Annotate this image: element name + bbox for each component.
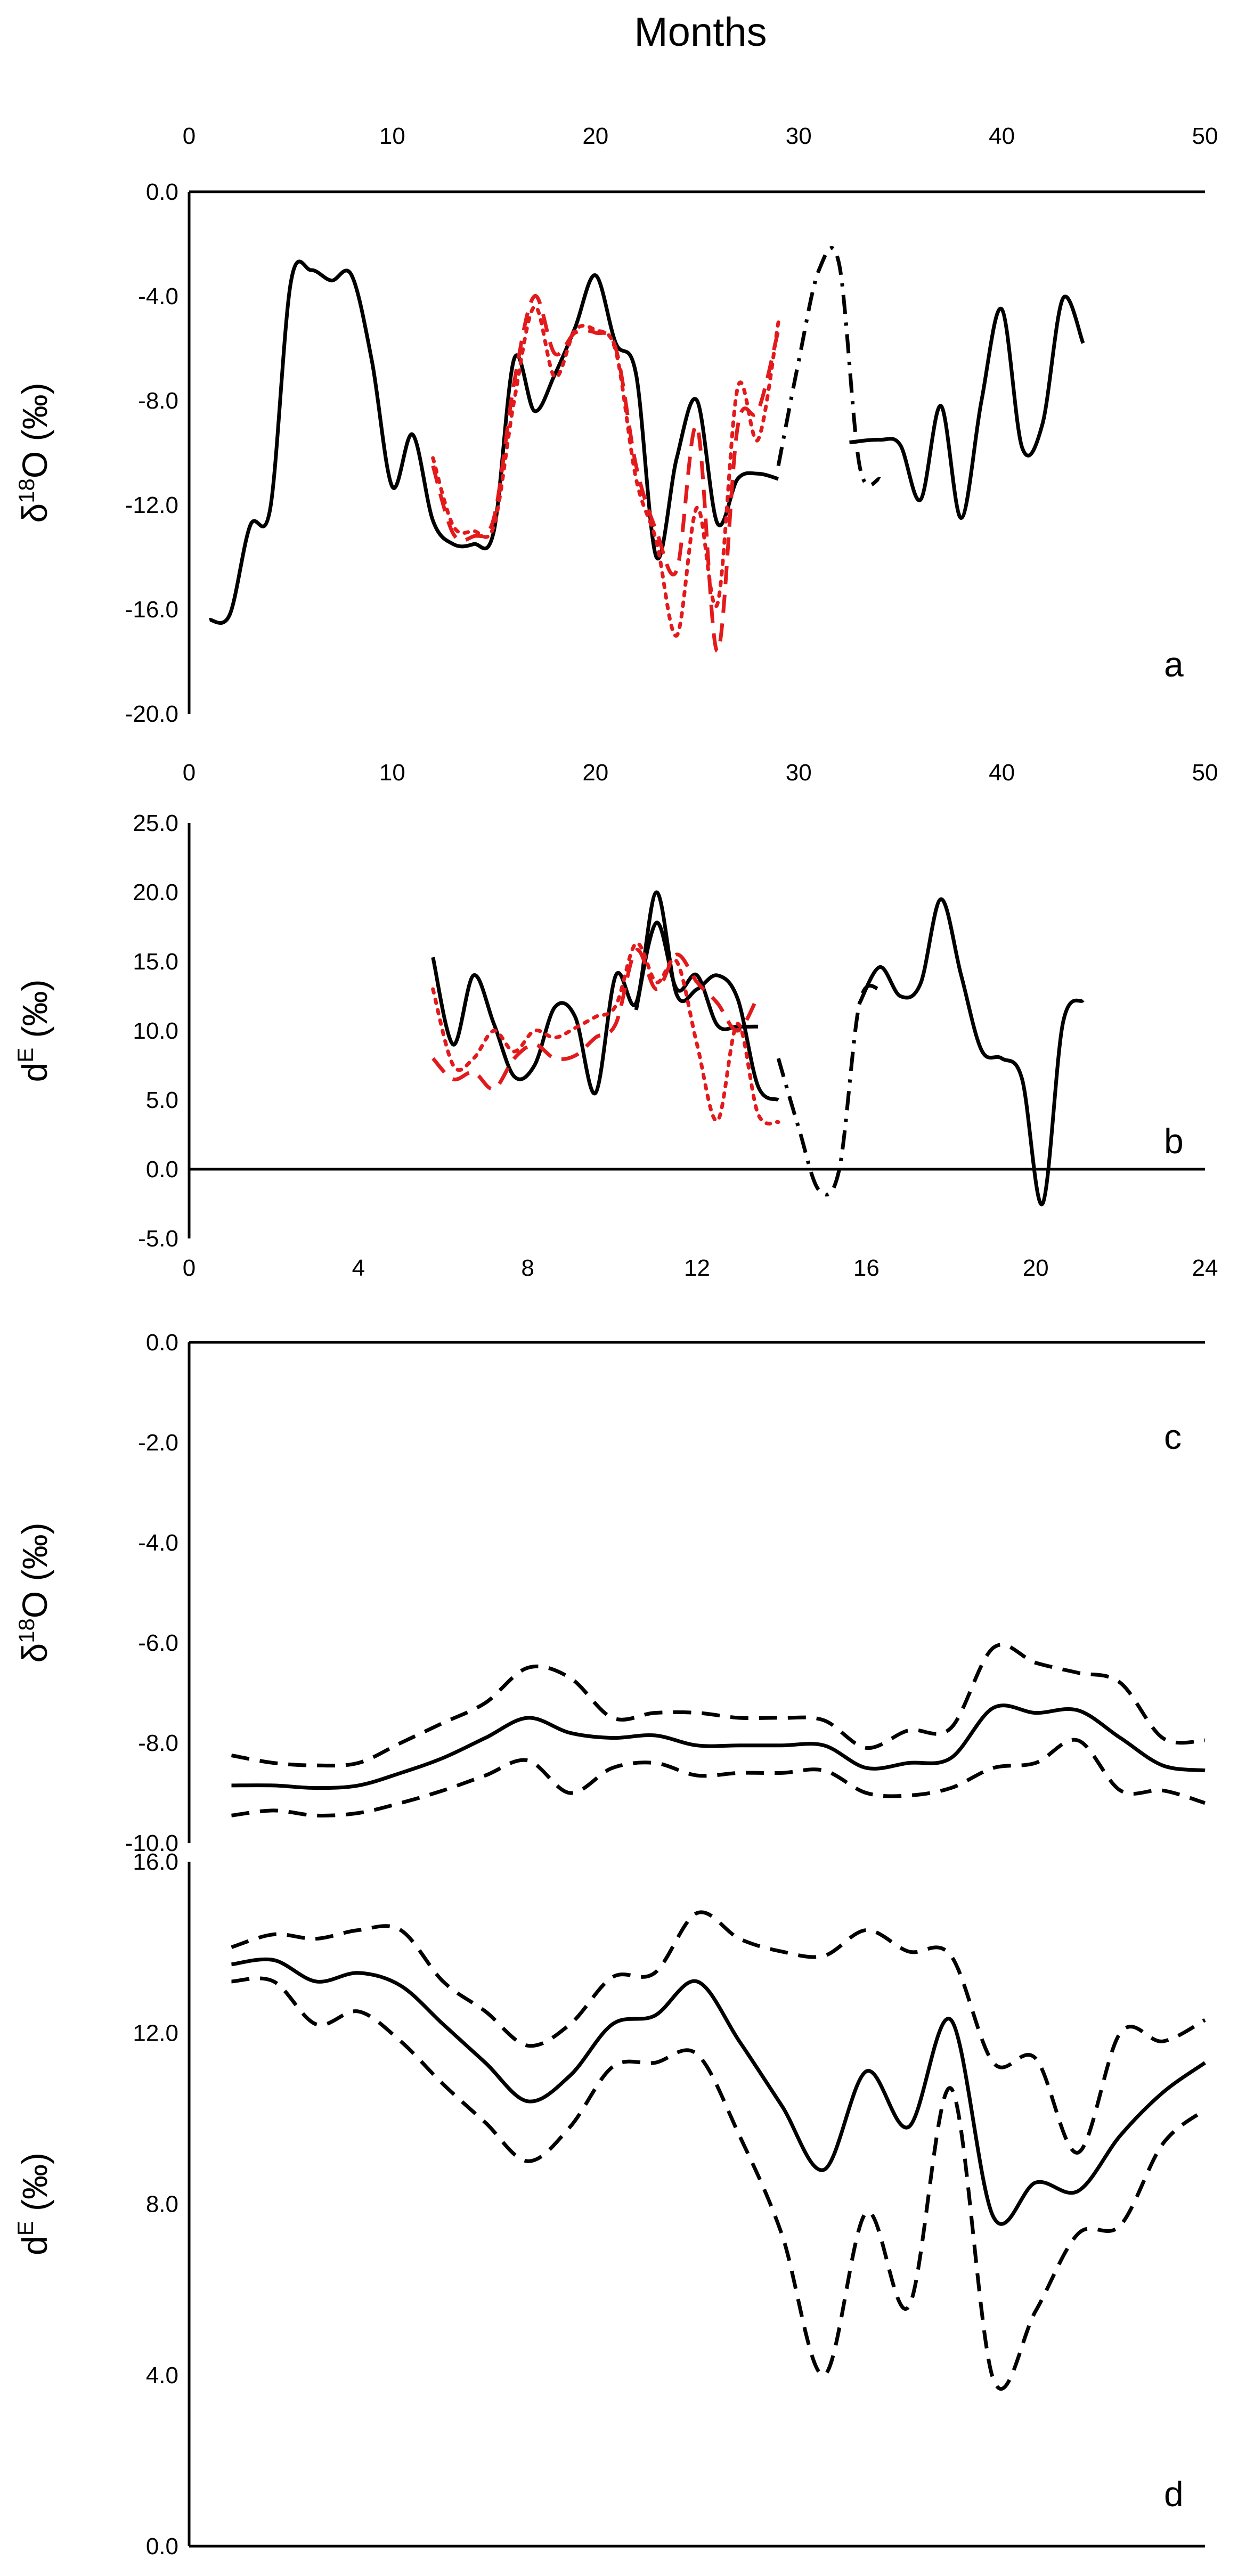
x-tick-label: 12 bbox=[684, 1255, 710, 1281]
x-tick-label: 4 bbox=[352, 2573, 365, 2576]
y-axis-title: δ18O (‰) bbox=[14, 1522, 54, 1662]
x-tick-label: 20 bbox=[1023, 2573, 1049, 2576]
chart-panel-a: 0.0 -4.0 -8.0 -12.0 -16.0 -20.0 0 10 20 30 40 50 δ18… bbox=[14, 123, 1218, 727]
y-tick-label: 15.0 bbox=[133, 949, 178, 975]
y-tick-label: -5.0 bbox=[138, 1226, 178, 1252]
y-axis-title-part: (‰) bbox=[15, 979, 54, 1047]
y-tick-label: 0.0 bbox=[146, 179, 178, 205]
chart-panel-b: 25.0 20.0 15.0 10.0 5.0 0.0 -5.0 0 10 20 30 40 50 dE … bbox=[13, 760, 1218, 1252]
x-tick-label: 12 bbox=[684, 2573, 710, 2576]
series-line-c-2 bbox=[231, 1643, 1206, 1768]
y-tick-label: 8.0 bbox=[146, 2191, 178, 2218]
x-tick-label: 8 bbox=[521, 2573, 534, 2576]
series-line-b-4 bbox=[858, 897, 1085, 1207]
x-tick-label: 8 bbox=[521, 1255, 534, 1281]
series-line-a-5 bbox=[431, 294, 780, 653]
y-tick-label: 4.0 bbox=[146, 2362, 178, 2388]
x-tick-label: 0 bbox=[183, 1255, 196, 1281]
y-axis-title-part: (‰) bbox=[15, 2153, 54, 2221]
series-line-d-1 bbox=[231, 1957, 1207, 2226]
series-line-d-2 bbox=[231, 1910, 1206, 2155]
y-tick-label: -8.0 bbox=[138, 1730, 178, 1756]
y-tick-label: -20.0 bbox=[125, 701, 178, 727]
x-tick-label: 30 bbox=[786, 760, 812, 786]
x-tick-label: 4 bbox=[352, 1255, 365, 1281]
x-tick-label: 0 bbox=[183, 2573, 196, 2576]
x-tick-label: 16 bbox=[853, 2573, 880, 2576]
y-tick-label: 12.0 bbox=[133, 2020, 178, 2046]
x-tick-label: 30 bbox=[786, 123, 812, 149]
x-tick-label: 10 bbox=[379, 123, 405, 149]
y-tick-label: 0.0 bbox=[146, 1330, 178, 1356]
y-tick-label: 0.0 bbox=[146, 1156, 178, 1183]
y-tick-label: -16.0 bbox=[125, 597, 178, 623]
x-tick-label: 50 bbox=[1192, 760, 1218, 786]
series-line-b-5 bbox=[431, 941, 780, 1126]
y-tick-label: 25.0 bbox=[133, 810, 178, 836]
panel-letter-a: a bbox=[1164, 645, 1184, 684]
y-tick-label: -10.0 bbox=[125, 1830, 178, 1856]
x-tick-label: 16 bbox=[853, 1255, 880, 1281]
series-line-c-1 bbox=[231, 1703, 1206, 1790]
y-tick-label: 10.0 bbox=[133, 1018, 178, 1044]
y-tick-label: -4.0 bbox=[138, 1530, 178, 1556]
x-tick-label: 20 bbox=[582, 760, 608, 786]
x-tick-label: 10 bbox=[379, 760, 405, 786]
y-axis-title: δ18O (‰) bbox=[14, 382, 54, 523]
x-tick-label: 0 bbox=[183, 760, 196, 786]
y-tick-label: -12.0 bbox=[125, 492, 178, 518]
y-axis-title-part: O (‰) bbox=[15, 382, 54, 478]
y-axis-title-part: 18 bbox=[14, 478, 39, 503]
panel-letter-d: d bbox=[1164, 2474, 1184, 2514]
x-tick-label: 24 bbox=[1192, 1255, 1218, 1281]
series-line-b-1 bbox=[431, 890, 780, 1102]
x-tick-label: 20 bbox=[582, 123, 608, 149]
series-line-b-2 bbox=[634, 920, 758, 1031]
figure-title: Months bbox=[634, 10, 767, 55]
y-tick-label: -8.0 bbox=[138, 388, 178, 414]
x-tick-label: 50 bbox=[1192, 123, 1218, 149]
y-tick-label: -4.0 bbox=[138, 283, 178, 309]
chart-panel-c: 0.0 -2.0 -4.0 -6.0 -8.0 -10.0 0 4 8 12 16 20 24 δ18O … bbox=[14, 1255, 1218, 1856]
y-tick-label: 5.0 bbox=[146, 1087, 178, 1113]
y-tick-label: -2.0 bbox=[138, 1430, 178, 1456]
y-tick-label: 20.0 bbox=[133, 879, 178, 906]
x-tick-label: 40 bbox=[989, 123, 1015, 149]
panel-letter-c: c bbox=[1164, 1417, 1182, 1456]
y-tick-label: -6.0 bbox=[138, 1630, 178, 1656]
panels-group: 0.0-4.0-8.0-12.0-16.0-20.00 10 20 30 40 50δ18… bbox=[13, 123, 1218, 2576]
y-axis-title-part: δ bbox=[15, 1643, 54, 1663]
y-axis-title-part: E bbox=[13, 2221, 38, 2236]
series-line-b-6 bbox=[431, 948, 760, 1091]
series-line-d-3 bbox=[231, 1976, 1207, 2391]
x-tick-label: 24 bbox=[1192, 2573, 1218, 2576]
y-axis-title-part: δ bbox=[15, 503, 54, 523]
y-axis-title-part: 18 bbox=[14, 1618, 39, 1643]
chart-panel-d: 16.012.08.04.00.004812162024dE (‰)d bbox=[13, 1849, 1218, 2576]
series-line-b-3 bbox=[776, 983, 881, 1197]
x-tick-label: 40 bbox=[989, 760, 1015, 786]
y-tick-label: 16.0 bbox=[133, 1849, 178, 1875]
x-tick-label: 20 bbox=[1023, 1255, 1049, 1281]
x-tick-label: 0 bbox=[183, 123, 196, 149]
y-axis-title-part: E bbox=[13, 1048, 38, 1063]
y-axis-title: dE (‰) bbox=[13, 979, 54, 1082]
y-axis-title: dE (‰) bbox=[13, 2153, 54, 2255]
panel-letter-b: b bbox=[1164, 1121, 1184, 1161]
series-line-c-3 bbox=[231, 1738, 1206, 1817]
series-line-a-2 bbox=[776, 246, 881, 487]
y-axis-title-part: O (‰) bbox=[15, 1522, 54, 1618]
y-axis-title-part: d bbox=[15, 2236, 54, 2255]
series-line-a-4 bbox=[431, 305, 780, 638]
y-axis-title-part: d bbox=[15, 1063, 54, 1082]
y-tick-label: 0.0 bbox=[146, 2533, 178, 2559]
series-line-a-3 bbox=[849, 295, 1085, 520]
